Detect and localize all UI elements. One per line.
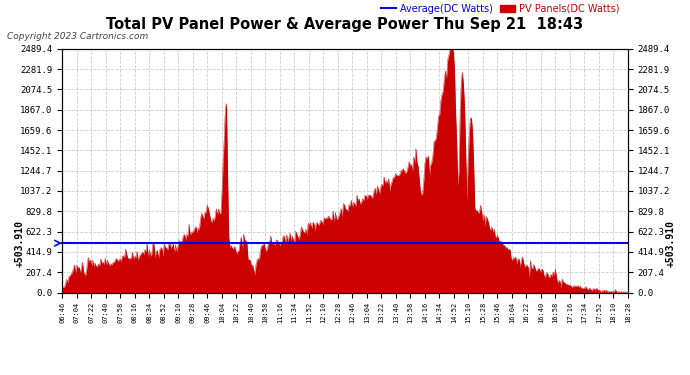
Text: Copyright 2023 Cartronics.com: Copyright 2023 Cartronics.com xyxy=(7,32,148,41)
Text: +503.910: +503.910 xyxy=(665,220,676,267)
Text: +503.910: +503.910 xyxy=(14,220,25,267)
Legend: Average(DC Watts), PV Panels(DC Watts): Average(DC Watts), PV Panels(DC Watts) xyxy=(377,0,623,18)
Text: Total PV Panel Power & Average Power Thu Sep 21  18:43: Total PV Panel Power & Average Power Thu… xyxy=(106,17,584,32)
